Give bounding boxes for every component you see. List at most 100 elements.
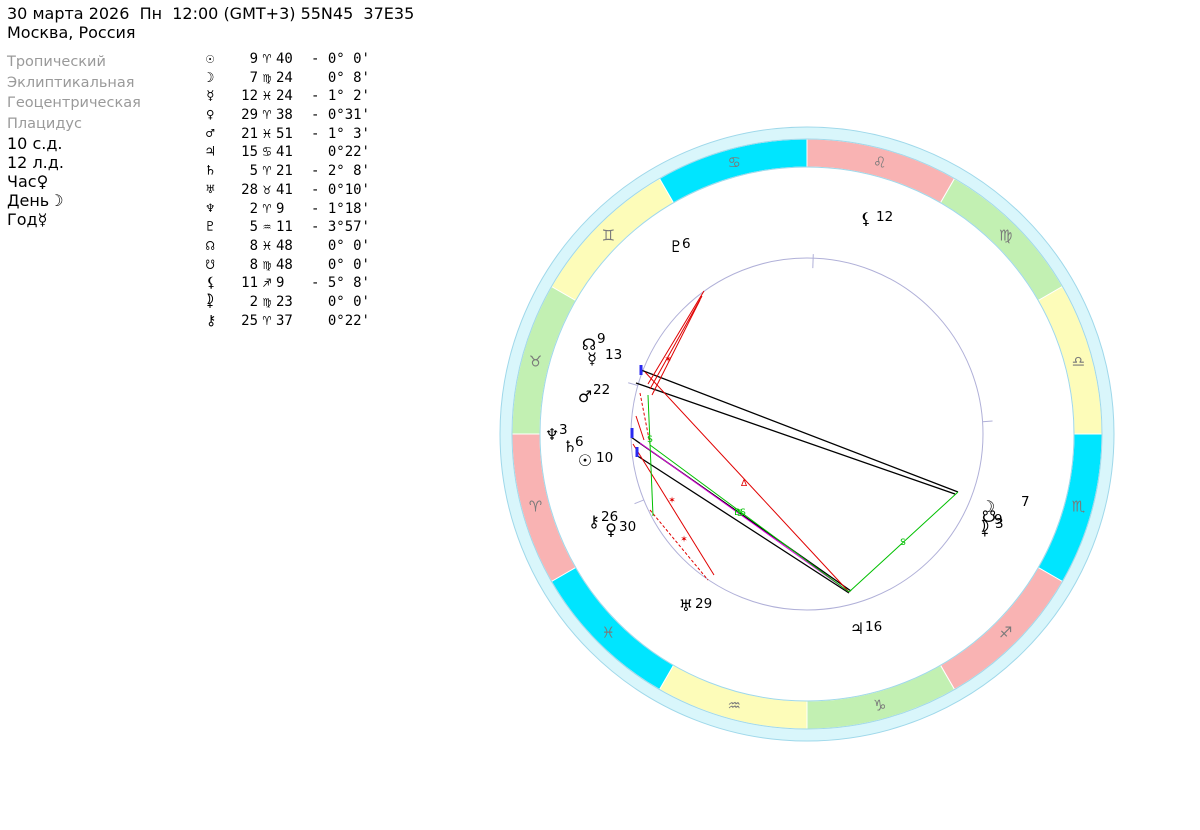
gemini-glyph: ♊ (602, 226, 615, 244)
planet-positions-table: ☉ 9 ♈ 40- 0° 0' ☽ 7 ♍ 24 0° 8' ☿ 12 ♓ 24- 1° 2' ♀ 29 ♈… (206, 50, 370, 330)
planet-glyph: ⚷ (206, 312, 217, 329)
planet-degree: 28 (241, 181, 258, 198)
planet-sign: ♈ (262, 200, 272, 217)
chart-settings-panel: Тропический Эклиптикальная Геоцентрическ… (7, 52, 141, 229)
planet-row: ☽ 7 ♍ 24 0° 8' (206, 69, 370, 88)
planet-sign: ♈ (262, 51, 272, 67)
planet-glyph: ⯝ (206, 293, 215, 310)
node-north-degree: 9 (597, 331, 606, 347)
house-system-setting[interactable]: Плацидус (7, 115, 82, 132)
neptune-icon: ♆ (545, 425, 559, 444)
planet-sign: ♐ (262, 275, 272, 292)
planet-latitude: 0° 8' (310, 69, 370, 86)
node-south-marker: ☋9 (982, 507, 1003, 528)
planet-latitude: - 1° 3' (310, 125, 370, 142)
aquarius-glyph: ♒ (728, 696, 741, 714)
planet-degree: 2 (249, 293, 258, 310)
planet-minute: 41 (276, 144, 293, 161)
uranus-marker: ♅ 29 (679, 596, 712, 615)
aspect-line (644, 371, 850, 593)
planet-latitude: - 3°57' (310, 219, 370, 236)
sun-marker: ☉ 10 (578, 450, 613, 470)
planet-latitude: - 0°10' (310, 181, 370, 198)
node-south-icon: ☋ (982, 507, 996, 526)
aspect-symbol: ✶ (664, 355, 672, 365)
planet-minute: 41 (276, 181, 293, 198)
lilith-degree: 12 (876, 209, 893, 225)
planet-degree: 5 (249, 219, 258, 236)
planet-glyph: ♀ (206, 107, 215, 124)
planet-glyph: ♄ (206, 163, 215, 180)
planet-degree: 2 (249, 200, 258, 217)
center-setting[interactable]: Геоцентрическая (7, 95, 141, 111)
libra-glyph: ♎ (1072, 352, 1085, 370)
aspect-line (649, 295, 703, 390)
planet-glyph: ♅ (206, 181, 215, 198)
mars-icon: ♂ (578, 387, 592, 406)
planet-minute: 9 (276, 275, 285, 292)
pluto-icon: ♇ (669, 237, 683, 256)
venus-degree: 30 (619, 519, 636, 535)
aspect-endpoint (639, 365, 643, 375)
planet-latitude: 0°22' (310, 312, 370, 329)
aspect-line (639, 392, 651, 445)
planet-minute: 48 (276, 237, 293, 254)
node-south-degree: 9 (994, 512, 1003, 528)
sun-degree: 10 (596, 450, 613, 466)
lunar-day-solar: 10 с.д. (7, 134, 63, 153)
planet-row: ♂ 21 ♓ 51 - 1° 3' (206, 125, 370, 144)
planet-degree: 29 (241, 107, 258, 124)
planet-degree: 9 (249, 51, 258, 67)
moon-marker: ☽ 7 (981, 494, 1030, 516)
zodiac-setting[interactable]: Тропический (7, 54, 106, 70)
saturn-icon: ♄ (563, 437, 577, 456)
planetary-day: День☽ (7, 191, 64, 210)
aspect-symbol: S (737, 509, 743, 519)
planet-minute: 21 (276, 163, 293, 180)
planet-row: ♆ 2 ♈ 9 - 1°18' (206, 200, 370, 219)
planet-degree: 21 (241, 125, 258, 142)
planet-sign: ♓ (262, 237, 272, 254)
planet-sign: ♍ (262, 69, 272, 86)
planet-minute: 24 (276, 69, 293, 86)
planet-latitude: - 0°31' (310, 107, 370, 124)
mercury-degree: 13 (605, 347, 622, 363)
planet-row: ♀ 29 ♈ 38 - 0°31' (206, 106, 370, 125)
planet-sign: ♓ (262, 88, 272, 105)
planet-minute: 40 (276, 51, 293, 67)
coordinate-setting[interactable]: Эклиптикальная (7, 74, 135, 91)
venus-icon: ♀ (605, 520, 617, 539)
planet-row: ♄ 5 ♈ 21 - 2° 8' (206, 162, 370, 181)
planet-latitude: 0° 0' (310, 256, 370, 273)
planet-row: ♅ 28 ♉ 41 - 0°10' (206, 181, 370, 200)
planet-minute: 48 (276, 256, 293, 273)
planet-glyph: ♆ (206, 200, 215, 217)
moon-icon: ☽ (981, 497, 995, 516)
planet-glyph: ♂ (206, 125, 215, 142)
planet-latitude: - 5° 8' (310, 275, 370, 292)
house-cusp-tick (634, 499, 645, 505)
scorpio-glyph: ♏ (1072, 498, 1086, 516)
planet-glyph: ☋ (206, 256, 215, 273)
planet-sign: ♈ (262, 163, 272, 180)
planet-glyph: ♇ (206, 219, 215, 236)
uranus-icon: ♅ (679, 596, 693, 615)
sun-icon: ☉ (578, 451, 592, 470)
aspect-symbol: BS (734, 508, 746, 518)
planet-row: ☋ 8 ♍ 48 0° 0' (206, 256, 370, 275)
aspect-endpoint (630, 428, 634, 438)
planet-sign: ♋ (262, 144, 272, 161)
sagittarius-glyph: ♐ (999, 624, 1012, 642)
planet-glyph: ☉ (206, 51, 215, 67)
planet-row: ⚸ 11 ♐ 9 - 5° 8' (206, 274, 370, 293)
aspect-symbol: ✶ (680, 535, 688, 545)
planet-minute: 37 (276, 312, 293, 329)
aspect-endpoint (635, 447, 639, 457)
planet-minute: 9 (276, 200, 285, 217)
planetary-year: Год☿ (7, 210, 48, 229)
lunar-day: 12 л.д. (7, 153, 64, 172)
aspect-line (639, 442, 850, 593)
aspect-line (635, 454, 850, 594)
lilith-marker: ⚸ 12 (860, 209, 893, 228)
